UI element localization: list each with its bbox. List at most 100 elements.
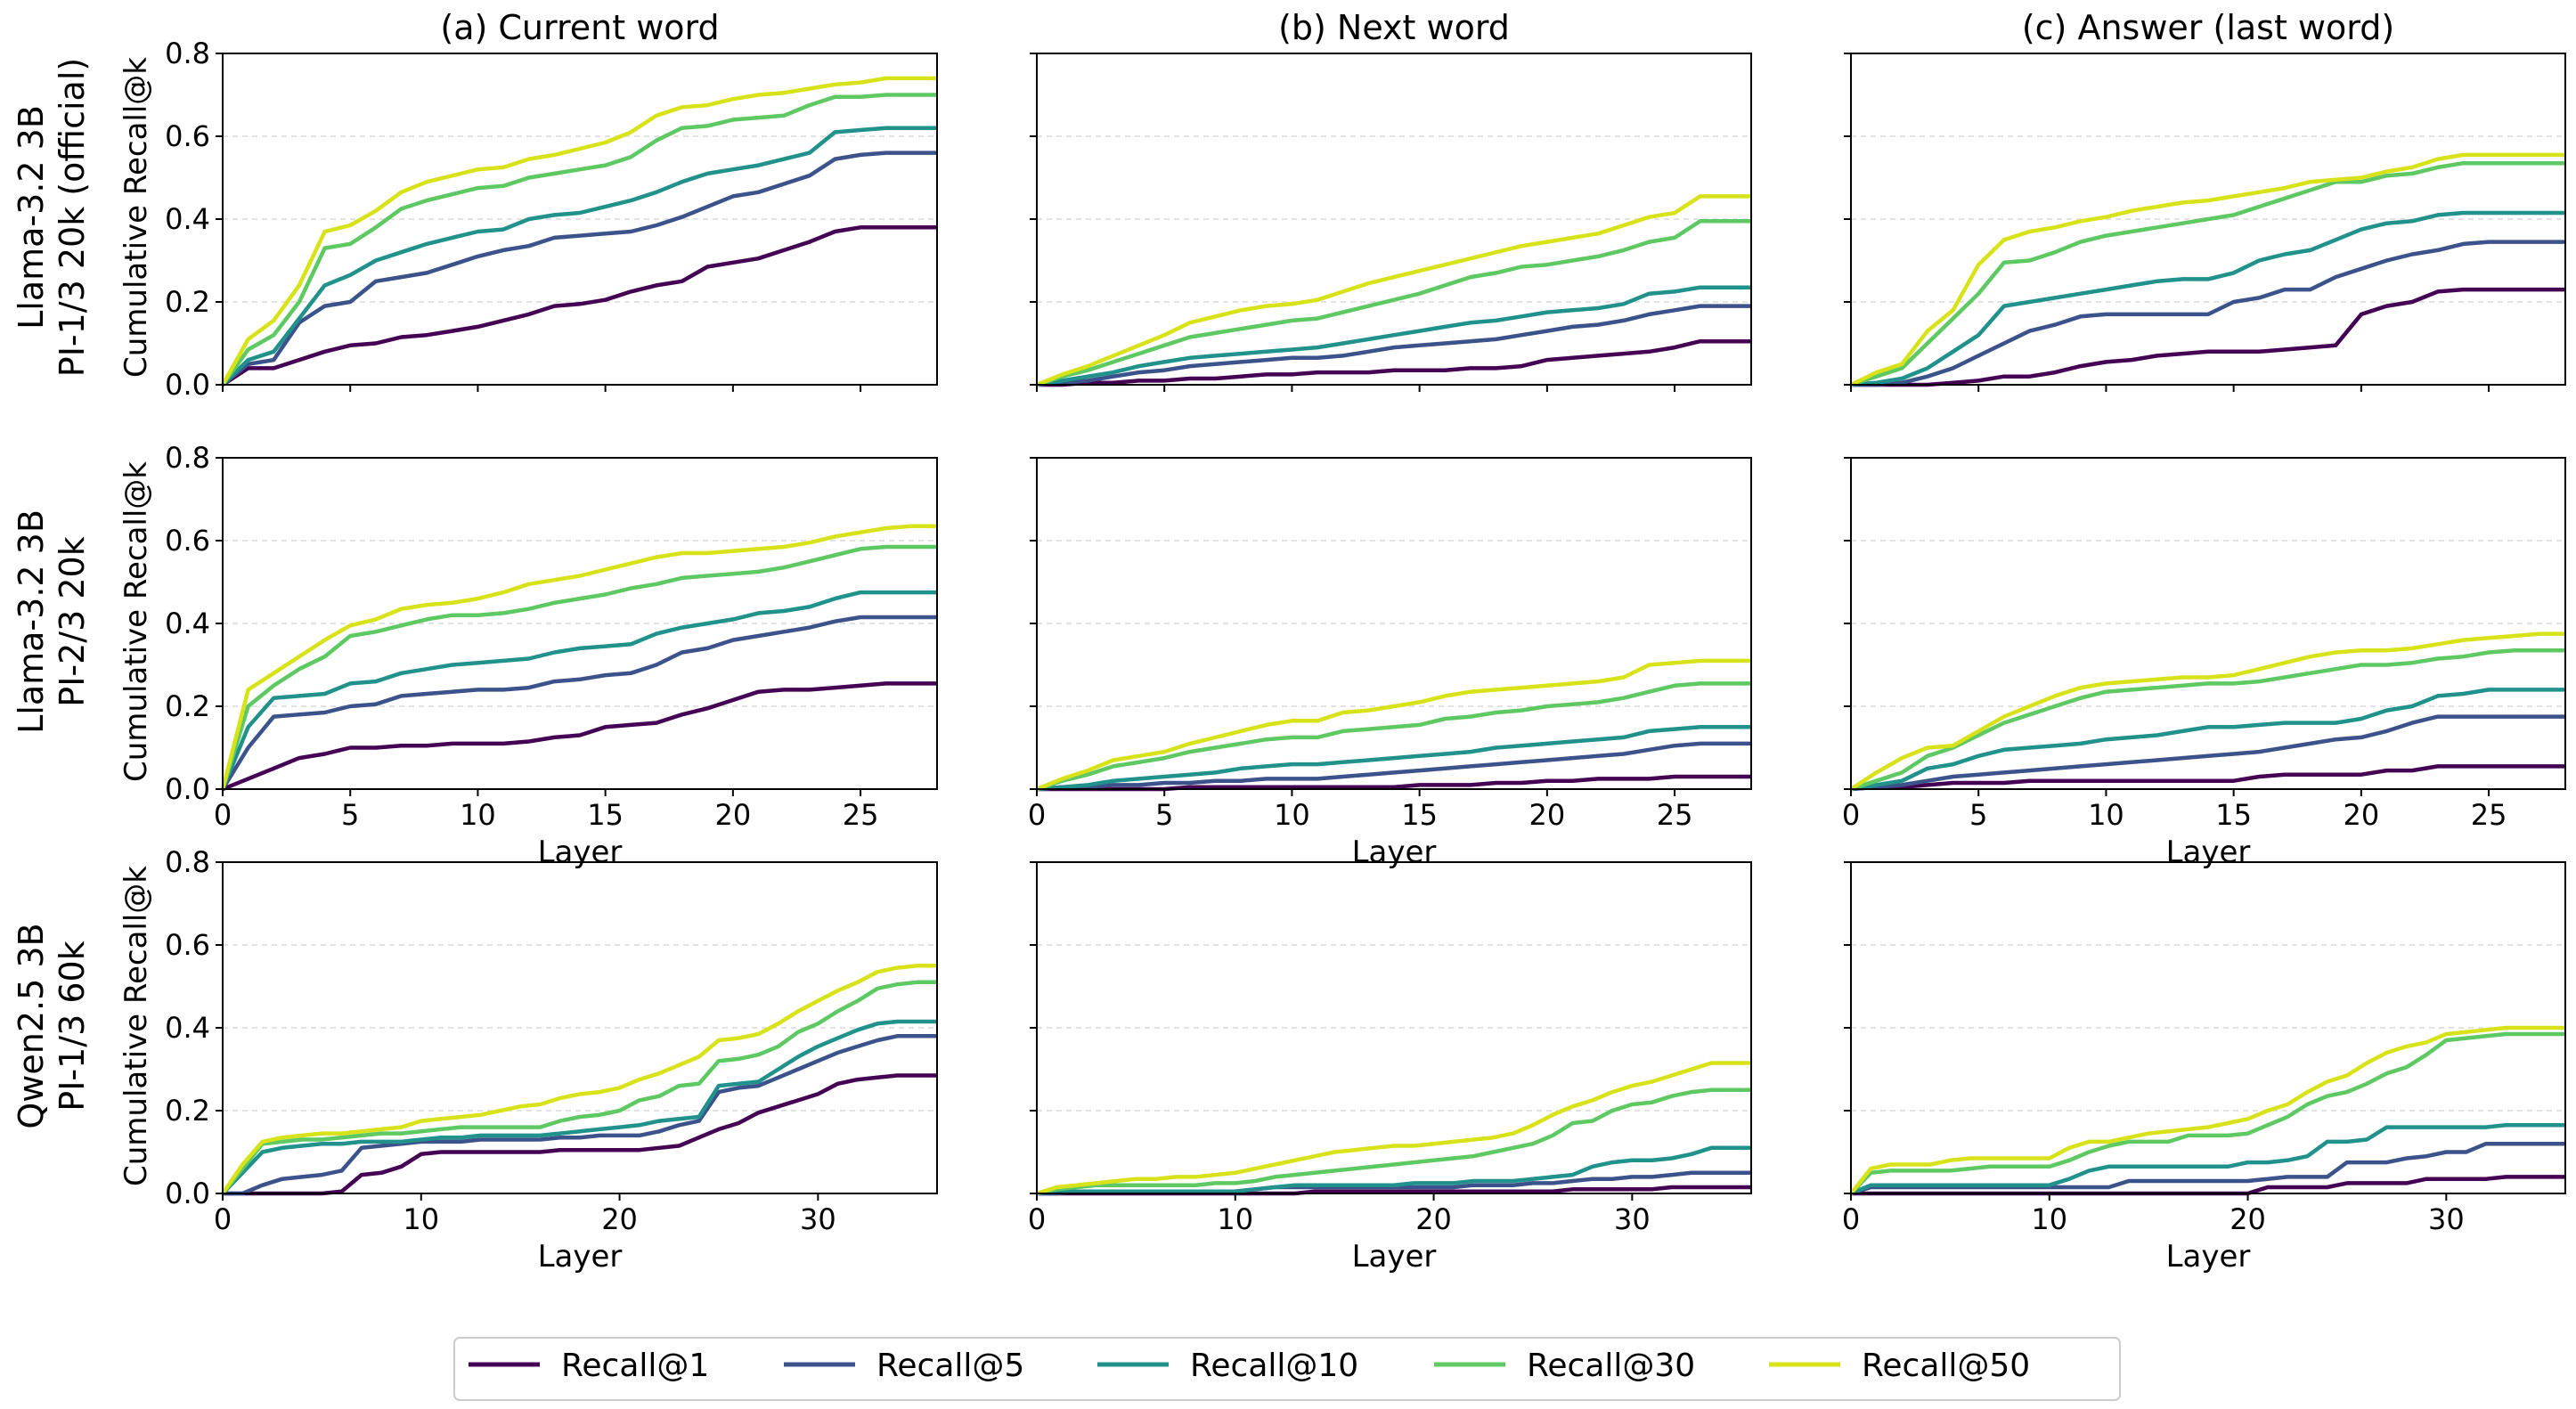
series-line-recall-1: [1851, 287, 2565, 387]
series-line-recall-30: [1849, 1031, 2565, 1195]
panel-r3-c: 0 10 20 30: [1842, 861, 2566, 1236]
y-tick-label: 0.0: [165, 1177, 210, 1210]
series-line-recall-50: [1036, 1061, 1751, 1196]
series-line-recall-30: [1036, 1087, 1751, 1196]
series-line-recall-30: [1850, 160, 2565, 387]
series-line-recall-1: [223, 1073, 937, 1196]
x-tick-label: 30: [1614, 1202, 1651, 1236]
series-line-recall-50: [1850, 152, 2565, 387]
panel-r3-a: 0.0 0.2 0.4 0.6 0.8 0 10 20 30: [165, 845, 938, 1236]
legend-label-recall-5: Recall@5: [876, 1348, 1024, 1384]
series-line-recall-5: [1850, 1141, 2565, 1196]
series-line-recall-10: [1850, 1123, 2565, 1196]
x-tick-label: 20: [2343, 798, 2379, 832]
row-label-2-line1: Llama-3.2 3B: [12, 509, 51, 734]
row-label-1: Llama-3.2 3B PI-1/3 20k (official): [12, 58, 92, 377]
series-line-recall-50: [1036, 658, 1751, 792]
y-tick-label: 0.8: [165, 37, 210, 70]
series-line-recall-50: [220, 524, 937, 790]
row-label-3-line2: PI-1/3 60k: [53, 941, 92, 1111]
row-label-2: Llama-3.2 3B PI-2/3 20k: [12, 509, 92, 734]
series-line-recall-1: [1850, 764, 2565, 792]
x-tick-label: 15: [2215, 798, 2252, 832]
panel-r1-a: 0.0 0.2 0.4 0.6 0.8: [165, 37, 938, 402]
legend-frame: [453, 1337, 2121, 1401]
series-line-recall-30: [220, 544, 937, 790]
xlabel-row-3-col-b: Layer: [1352, 1239, 1437, 1275]
series-line-recall-10: [1850, 688, 2565, 792]
y-tick-label: 0.6: [165, 119, 210, 153]
x-tick-label: 5: [1155, 798, 1173, 832]
panel-r2-a: 0.0 0.2 0.4 0.6 0.8 0 5 10 15 20 25: [165, 441, 938, 832]
legend-label-recall-30: Recall@30: [1527, 1348, 1695, 1384]
xlabel-row-3-col-c: Layer: [2166, 1239, 2251, 1275]
series-line-recall-10: [1036, 1145, 1751, 1196]
legend: Recall@1 Recall@5 Recall@10 Recall@30 Re…: [453, 1337, 2121, 1401]
x-tick-label: 10: [2031, 1202, 2067, 1236]
series-line-recall-1: [1037, 338, 1751, 387]
x-tick-label: 5: [1969, 798, 1987, 832]
x-tick-label: 10: [403, 1202, 439, 1236]
panel-r2-c: 0 5 10 15 20 25: [1842, 457, 2566, 832]
series-line-recall-1: [222, 681, 937, 792]
series-line-recall-50: [221, 76, 937, 387]
column-title-c: (c) Answer (last word): [2022, 8, 2394, 47]
series-line-recall-50: [221, 964, 937, 1195]
legend-entry-recall-50: Recall@50: [1769, 1348, 2030, 1384]
y-tick-label: 0.2: [165, 1094, 210, 1128]
series-line-recall-30: [1036, 219, 1751, 387]
legend-entry-recall-5: Recall@5: [784, 1348, 1024, 1384]
legend-label-recall-10: Recall@10: [1190, 1348, 1358, 1384]
y-tick-label: 0.4: [165, 607, 210, 640]
x-tick-label: 30: [800, 1202, 836, 1236]
series-line-recall-5: [223, 1034, 937, 1196]
series-line-recall-5: [221, 615, 937, 791]
x-tick-label: 20: [714, 798, 751, 832]
series-line-recall-50: [1849, 1025, 2565, 1195]
series-line-recall-30: [1850, 647, 2565, 792]
series-line-recall-5: [1850, 714, 2565, 792]
xlabel-row-2-col-b: Layer: [1352, 835, 1437, 870]
legend-label-recall-1: Recall@1: [561, 1348, 709, 1384]
y-tick-label: 0.8: [165, 845, 210, 879]
series-line-recall-5: [1036, 741, 1751, 792]
column-title-b: (b) Next word: [1278, 8, 1510, 47]
panel-r3-b: 0 10 20 30: [1028, 861, 1752, 1236]
panel-r2-b: 0 5 10 15 20 25: [1028, 457, 1752, 832]
ylabel-row-1: Cumulative Recall@k: [118, 57, 154, 378]
row-label-1-line1: Llama-3.2 3B: [12, 105, 51, 330]
y-tick-label: 0.6: [165, 524, 210, 558]
xlabel-row-3-col-a: Layer: [538, 1239, 623, 1275]
series-line-recall-10: [1036, 725, 1751, 792]
x-tick-label: 20: [601, 1202, 638, 1236]
series-line-recall-50: [1849, 631, 2565, 791]
xlabel-row-2-col-c: Layer: [2166, 835, 2251, 870]
series-line-recall-50: [1036, 194, 1751, 387]
x-tick-label: 0: [1028, 798, 1046, 832]
series-line-recall-10: [221, 1019, 937, 1195]
series-line-recall-30: [221, 980, 937, 1195]
x-tick-label: 25: [1657, 798, 1693, 832]
y-tick-label: 0.4: [165, 202, 210, 236]
x-tick-label: 10: [460, 798, 496, 832]
column-title-a: (a) Current word: [440, 8, 719, 47]
ylabel-row-2: Cumulative Recall@k: [118, 461, 154, 782]
row-label-2-line2: PI-2/3 20k: [53, 536, 92, 706]
x-tick-label: 25: [2471, 798, 2507, 832]
panels: 0.0 0.2 0.4 0.6 0.8 0.0 0.2 0.4 0.6 0.8 0 5 10 15 20 25…: [165, 37, 2566, 1236]
legend-entry-recall-10: Recall@10: [1097, 1348, 1358, 1384]
y-tick-label: 0.2: [165, 689, 210, 723]
xlabel-row-2-col-a: Layer: [538, 835, 623, 870]
y-tick-label: 0.0: [165, 772, 210, 806]
x-tick-label: 0: [1842, 798, 1860, 832]
legend-entry-recall-30: Recall@30: [1434, 1348, 1695, 1384]
x-tick-label: 0: [214, 1202, 232, 1236]
y-tick-label: 0.4: [165, 1011, 210, 1045]
x-tick-label: 15: [587, 798, 624, 832]
ylabel-row-3: Cumulative Recall@k: [118, 866, 154, 1186]
legend-entry-recall-1: Recall@1: [469, 1348, 709, 1384]
series-line-recall-30: [221, 93, 937, 387]
row-label-3: Qwen2.5 3B PI-1/3 60k: [12, 923, 92, 1128]
x-tick-label: 0: [1028, 1202, 1046, 1236]
legend-label-recall-50: Recall@50: [1862, 1348, 2030, 1384]
